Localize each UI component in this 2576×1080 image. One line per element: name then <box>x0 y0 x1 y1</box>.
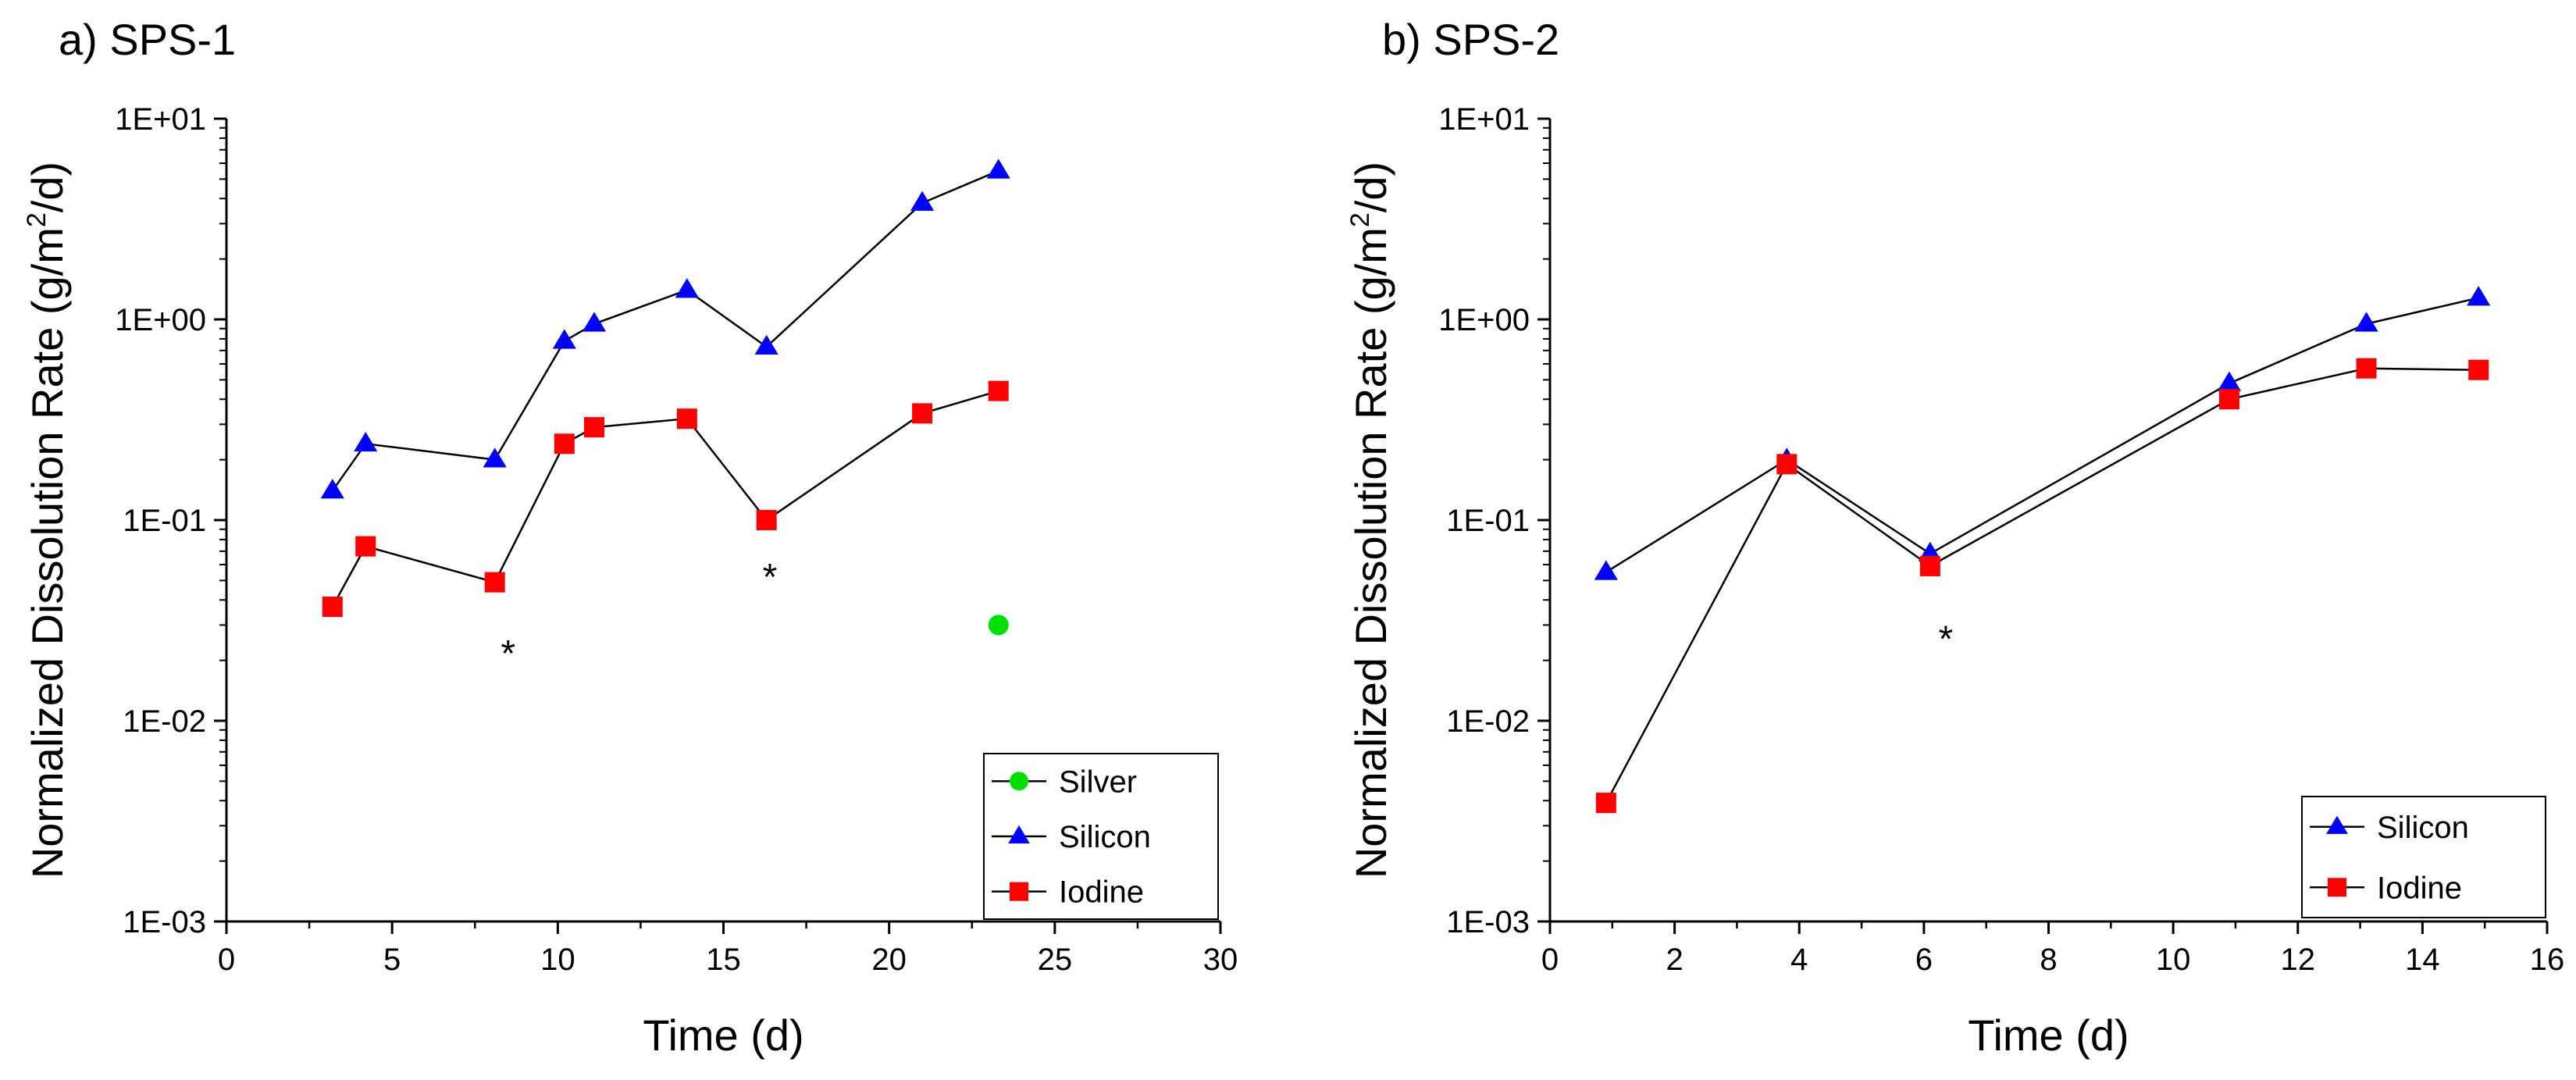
data-point-iodine <box>484 572 505 593</box>
x-axis-label: Time (d) <box>643 1010 803 1060</box>
y-axis-label-suffix: /d) <box>23 162 72 212</box>
y-axis-label-superscript: 2 <box>1345 212 1375 227</box>
y-tick-label: 1E+00 <box>1438 303 1530 337</box>
data-point-iodine <box>1776 454 1797 475</box>
data-point-silicon <box>320 479 344 499</box>
annotation-asterisk: * <box>763 557 778 598</box>
x-tick-label: 14 <box>2405 943 2440 977</box>
data-point-silicon <box>582 312 607 332</box>
data-point-iodine <box>322 596 343 617</box>
data-point-iodine <box>1919 555 1940 576</box>
x-tick-label: 5 <box>383 943 401 977</box>
legend-box <box>2301 796 2546 918</box>
data-point-silicon <box>354 431 378 452</box>
data-point-silicon <box>910 191 935 211</box>
legend-label-iodine: Iodine <box>2377 871 2462 905</box>
x-tick-label: 4 <box>1790 943 1808 977</box>
annotation-asterisk: * <box>1938 618 1953 660</box>
series-line-silicon <box>331 169 999 492</box>
data-point-silicon <box>483 447 507 468</box>
series-line-iodine <box>331 390 999 608</box>
panel-title: b) SPS-2 <box>1382 15 1559 64</box>
y-tick-label: 1E-01 <box>1446 504 1530 538</box>
data-point-silicon <box>986 159 1010 179</box>
y-tick-label: 1E-03 <box>1446 905 1530 939</box>
data-point-iodine <box>554 433 575 454</box>
data-point-iodine <box>2356 358 2377 379</box>
legend-marker-silicon <box>2326 815 2348 834</box>
x-tick-label: 0 <box>1541 943 1559 977</box>
data-point-iodine <box>2218 389 2239 410</box>
x-tick-label: 0 <box>218 943 235 977</box>
legend-label-silicon: Silicon <box>1059 820 1151 854</box>
data-point-iodine <box>756 510 777 530</box>
data-point-silicon <box>2354 312 2378 332</box>
y-tick-label: 1E-01 <box>123 504 206 538</box>
legend-marker-iodine <box>2328 878 2346 897</box>
x-tick-label: 12 <box>2281 943 2316 977</box>
x-tick-label: 6 <box>1915 943 1933 977</box>
data-point-iodine <box>676 408 697 430</box>
series-line-iodine <box>1605 367 2479 804</box>
legend-marker-silicon <box>1008 825 1030 844</box>
x-tick-label: 2 <box>1666 943 1683 977</box>
chart-panel-2: b) SPS-2 0 2 4 6 8 10 12 14 16 1E-03 1E-02 1E-01 1E+0… <box>1345 15 2564 1060</box>
x-axis-label: Time (d) <box>1968 1010 2129 1060</box>
y-axis-label-superscript: 2 <box>22 212 52 227</box>
x-tick-label: 10 <box>540 943 575 977</box>
data-point-iodine <box>584 417 605 438</box>
x-tick-label: 30 <box>1203 943 1238 977</box>
data-point-silicon <box>754 334 779 355</box>
data-point-iodine <box>2468 359 2489 380</box>
y-axis-label-prefix: Normalized Dissolution Rate (g/m <box>1346 227 1395 879</box>
data-point-iodine <box>988 380 1009 401</box>
legend-label-silver: Silver <box>1059 765 1137 799</box>
data-point-silver <box>988 615 1009 636</box>
y-axis-label-prefix: Normalized Dissolution Rate (g/m <box>23 227 72 879</box>
y-tick-label: 1E-03 <box>123 905 206 939</box>
x-tick-label: 8 <box>2040 943 2057 977</box>
panel-title: a) SPS-1 <box>59 15 236 64</box>
annotation-asterisk: * <box>501 633 515 675</box>
data-point-silicon <box>675 278 699 298</box>
x-tick-label: 10 <box>2156 943 2191 977</box>
y-axis-label-suffix: /d) <box>1346 162 1395 212</box>
data-point-silicon <box>552 329 576 349</box>
y-axis-label: Normalized Dissolution Rate (g/m2/d) <box>1345 162 1395 879</box>
legend: Silver Silicon Iodine <box>983 753 1219 920</box>
data-point-silicon <box>2217 371 2242 391</box>
data-point-iodine <box>355 536 376 557</box>
legend-label-iodine: Iodine <box>1059 875 1144 910</box>
series-line-silicon <box>1605 297 2479 573</box>
legend: Silicon Iodine <box>2301 796 2546 918</box>
data-point-iodine <box>912 403 933 424</box>
x-tick-label: 25 <box>1038 943 1073 977</box>
y-tick-label: 1E-02 <box>123 704 206 739</box>
legend-marker-silver <box>1010 772 1028 791</box>
x-tick-label: 15 <box>706 943 741 977</box>
x-tick-label: 16 <box>2530 943 2565 977</box>
y-tick-label: 1E+01 <box>115 102 206 137</box>
chart-panel-1: a) SPS-1 0 5 10 15 20 25 30 1E-03 1E-02 1E-01 1E+00… <box>22 15 1238 1060</box>
y-axis-label: Normalized Dissolution Rate (g/m2/d) <box>22 162 72 879</box>
data-point-iodine <box>1595 793 1616 814</box>
x-tick-label: 20 <box>871 943 907 977</box>
y-tick-label: 1E+01 <box>1438 102 1530 137</box>
data-point-silicon <box>1594 560 1618 580</box>
data-point-silicon <box>2467 286 2491 306</box>
legend-marker-iodine <box>1010 882 1028 901</box>
y-tick-label: 1E+00 <box>115 303 206 337</box>
legend-label-silicon: Silicon <box>2377 811 2469 845</box>
y-tick-label: 1E-02 <box>1446 704 1530 739</box>
